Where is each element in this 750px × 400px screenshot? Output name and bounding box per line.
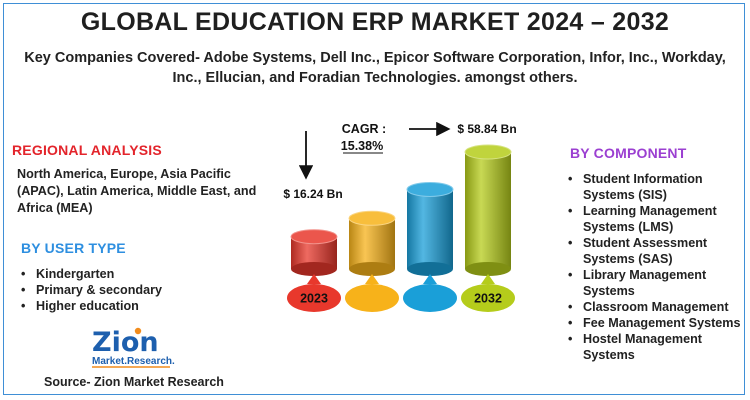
- year-bubble-0: [287, 284, 341, 312]
- bar-base-3: [465, 262, 511, 276]
- bar-base-0: [291, 262, 337, 276]
- year-bubble-3: [461, 284, 515, 312]
- component-item: Hostel Management Systems: [567, 331, 744, 363]
- logo-tagline: Market.Research.: [92, 356, 175, 367]
- year-label-0: 2023: [300, 292, 328, 306]
- year-bubble-1: [345, 284, 399, 312]
- user-type-list: Kindergarten Primary & secondary Higher …: [20, 266, 220, 314]
- component-item: Student Information Systems (SIS): [567, 171, 744, 203]
- bubble-pointer-2: [423, 274, 437, 284]
- key-companies-text: Key Companies Covered- Adobe Systems, De…: [24, 50, 726, 86]
- market-chart: 2023 2032 CAGR : 15.38% $ 16.24 Bn $ 58.8…: [283, 121, 517, 312]
- component-item: Student Assessment Systems (SAS): [567, 235, 744, 267]
- bar-top-2: [406, 181, 454, 197]
- source-text: Source- Zion Market Research: [44, 375, 224, 389]
- page-title: GLOBAL EDUCATION ERP MARKET 2024 – 2032: [80, 8, 670, 36]
- component-list: Student Information Systems (SIS) Learni…: [567, 171, 744, 363]
- value-label-2032: $ 58.84 Bn: [457, 122, 516, 136]
- component-item: Library Management Systems: [567, 267, 744, 299]
- infographic-frame: GLOBAL EDUCATION ERP MARKET 2024 – 2032 …: [3, 3, 745, 395]
- bar-base-1: [349, 262, 395, 276]
- bubble-pointer-3: [481, 274, 495, 284]
- user-type-heading: BY USER TYPE: [21, 240, 126, 256]
- component-heading: BY COMPONENT: [570, 145, 687, 161]
- component-item: Classroom Management: [567, 299, 744, 315]
- cagr-value: 15.38%: [341, 139, 383, 153]
- regional-analysis-text: North America, Europe, Asia Pacific (APA…: [17, 167, 257, 215]
- bar-top-1: [348, 210, 396, 226]
- bar-body-1: [349, 218, 395, 269]
- cagr-label: CAGR :: [342, 122, 386, 136]
- bar-base-2: [407, 262, 453, 276]
- year-label-3: 2032: [474, 292, 502, 306]
- zion-logo: Zion Market.Research.: [92, 327, 175, 368]
- bubble-pointer-1: [365, 274, 379, 284]
- bar-body-2: [407, 189, 453, 269]
- bar-top-3: [464, 144, 512, 160]
- bar-top-0: [290, 229, 338, 245]
- logo-name: Zion: [92, 327, 159, 358]
- bar-body-3: [465, 152, 511, 269]
- user-type-item: Primary & secondary: [20, 282, 220, 298]
- year-bubble-2: [403, 284, 457, 312]
- bars-layer: [290, 144, 512, 276]
- logo-dot-icon: [134, 327, 142, 335]
- regional-analysis-heading: REGIONAL ANALYSIS: [12, 142, 162, 158]
- component-item: Fee Management Systems: [567, 315, 744, 331]
- year-bubbles-layer: 2023 2032: [287, 274, 515, 312]
- user-type-item: Kindergarten: [20, 266, 220, 282]
- component-item: Learning Management Systems (LMS): [567, 203, 744, 235]
- value-label-2023: $ 16.24 Bn: [283, 187, 342, 201]
- user-type-item: Higher education: [20, 298, 220, 314]
- bubble-pointer-0: [307, 274, 321, 284]
